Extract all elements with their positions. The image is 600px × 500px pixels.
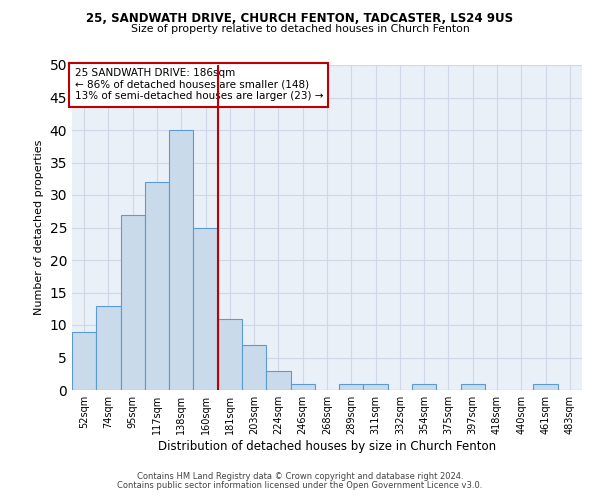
Bar (461, 384, 485, 390)
Bar (121, 214, 145, 390)
Bar (364, 384, 388, 390)
Bar (193, 228, 218, 390)
Bar (72, 332, 96, 390)
X-axis label: Distribution of detached houses by size in Church Fenton: Distribution of detached houses by size … (158, 440, 496, 453)
Bar (266, 370, 290, 390)
Text: 25, SANDWATH DRIVE, CHURCH FENTON, TADCASTER, LS24 9US: 25, SANDWATH DRIVE, CHURCH FENTON, TADCA… (86, 12, 514, 26)
Bar (533, 384, 558, 390)
Bar (242, 344, 266, 390)
Bar (145, 182, 169, 390)
Bar (339, 384, 364, 390)
Bar (169, 130, 193, 390)
Bar (218, 318, 242, 390)
Bar (96, 306, 121, 390)
Text: 25 SANDWATH DRIVE: 186sqm
← 86% of detached houses are smaller (148)
13% of semi: 25 SANDWATH DRIVE: 186sqm ← 86% of detac… (74, 68, 323, 102)
Text: Size of property relative to detached houses in Church Fenton: Size of property relative to detached ho… (131, 24, 469, 34)
Bar (412, 384, 436, 390)
Text: Contains public sector information licensed under the Open Government Licence v3: Contains public sector information licen… (118, 481, 482, 490)
Y-axis label: Number of detached properties: Number of detached properties (34, 140, 44, 315)
Text: Contains HM Land Registry data © Crown copyright and database right 2024.: Contains HM Land Registry data © Crown c… (137, 472, 463, 481)
Bar (290, 384, 315, 390)
